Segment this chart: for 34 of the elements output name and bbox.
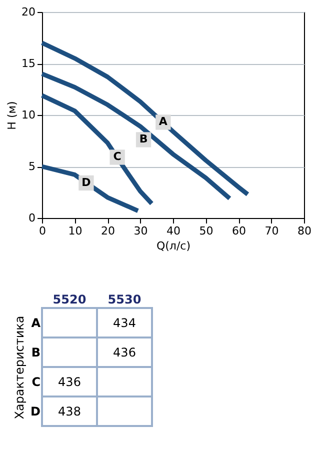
x-tick-label: 70 xyxy=(264,224,279,238)
x-tick-label: 80 xyxy=(298,224,312,238)
data-label: 436 xyxy=(113,345,136,360)
line-series xyxy=(40,93,154,206)
annotation: D xyxy=(82,176,91,189)
data-label: 438 xyxy=(58,404,81,418)
x-tick-label: 40 xyxy=(166,224,180,238)
annotation: A xyxy=(158,115,168,128)
data-label: 434 xyxy=(113,316,136,330)
line-series xyxy=(40,40,250,197)
x-tick-label: 60 xyxy=(232,224,246,238)
x-tick-label: 30 xyxy=(134,224,148,238)
y-tick-label: 20 xyxy=(22,6,36,18)
y-tick-label: 5 xyxy=(28,160,36,173)
y-tick-label: 0 xyxy=(28,212,36,224)
line-series xyxy=(40,164,140,214)
y-tick-label: B xyxy=(31,345,40,360)
data-label: 436 xyxy=(58,374,81,389)
y-tick-label: A xyxy=(31,316,42,330)
y-tick-label: 15 xyxy=(22,57,36,70)
x-tick-label: 5520 xyxy=(52,292,86,306)
y-tick-label: D xyxy=(30,404,41,418)
y-axis-title: Характеристика xyxy=(12,316,27,420)
annotation: B xyxy=(139,132,148,146)
x-tick-label: 50 xyxy=(199,224,214,238)
x-axis-title: Q(л/с) xyxy=(156,240,191,252)
annotation: C xyxy=(113,150,122,164)
x-tick-label: 5530 xyxy=(108,292,142,306)
y-tick-label: 10 xyxy=(22,108,36,122)
y-axis-title: H (м) xyxy=(6,101,19,130)
x-tick-label: 10 xyxy=(68,224,82,238)
y-tick-label: C xyxy=(32,374,41,389)
line-series xyxy=(40,72,232,201)
x-tick-label: 20 xyxy=(101,224,115,238)
